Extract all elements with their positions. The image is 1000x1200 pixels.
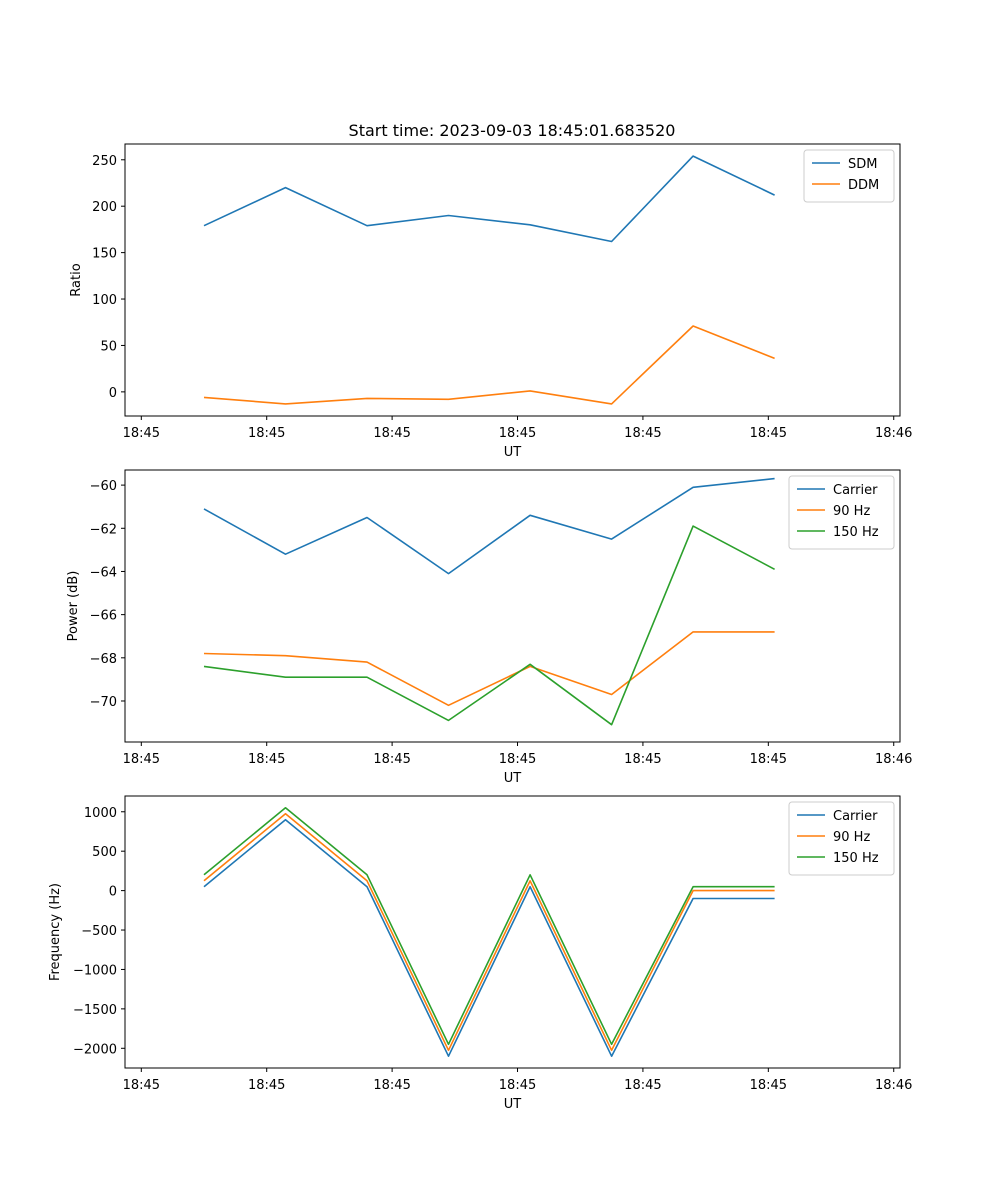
y-tick-label: 0 — [109, 885, 117, 900]
x-tick-label: 18:45 — [248, 426, 285, 441]
x-axis-label: UT — [504, 1097, 522, 1112]
y-tick-label: 200 — [92, 200, 117, 215]
y-tick-label: −60 — [90, 479, 117, 494]
x-axis-label: UT — [504, 771, 522, 786]
y-tick-label: 100 — [92, 293, 117, 308]
axes-frame — [124, 143, 901, 417]
y-axis-label: Ratio — [69, 263, 84, 296]
legend: SDM DDM — [803, 149, 895, 203]
legend: Carrier 90 Hz 150 Hz — [788, 475, 895, 550]
y-tick-label: −62 — [90, 522, 117, 537]
panel-3: 18:45 18:45 18:45 18:45 18:45 18:45 18:46 −2000… — [48, 795, 912, 1112]
x-tick-label: 18:45 — [499, 426, 536, 441]
panel-2: 18:45 18:45 18:45 18:45 18:45 18:45 18:46 −70 −6… — [66, 469, 912, 786]
legend-label: 150 Hz — [833, 525, 879, 540]
y-tick-label: 250 — [92, 154, 117, 169]
figure-title: Start time: 2023-09-03 18:45:01.683520 — [349, 121, 676, 140]
y-tick-label: −68 — [90, 652, 117, 667]
x-tick-label: 18:45 — [624, 1078, 661, 1093]
x-tick-label: 18:45 — [123, 426, 160, 441]
series-line-carrier — [203, 477, 775, 575]
legend-label: Carrier — [833, 809, 878, 824]
y-tick-label: −70 — [90, 695, 117, 710]
x-tick-label: 18:45 — [750, 1078, 787, 1093]
series-line-90-hz — [203, 812, 775, 1052]
x-tick-label: 18:45 — [499, 752, 536, 767]
legend-label: DDM — [848, 178, 879, 193]
x-tick-label: 18:45 — [373, 1078, 410, 1093]
legend-label: SDM — [848, 157, 877, 172]
x-axis-label: UT — [504, 445, 522, 460]
x-tick-label: 18:45 — [248, 752, 285, 767]
x-tick-label: 18:45 — [624, 752, 661, 767]
y-axis-label: Power (dB) — [66, 571, 81, 642]
x-tick-label: 18:45 — [248, 1078, 285, 1093]
y-tick-label: −500 — [81, 924, 117, 939]
series-line-150-hz — [203, 806, 775, 1046]
series-line-ddm — [203, 325, 775, 405]
x-tick-label: 18:46 — [875, 426, 912, 441]
y-tick-label: −1000 — [73, 963, 117, 978]
legend-label: 90 Hz — [833, 504, 870, 519]
x-tick-label: 18:45 — [123, 752, 160, 767]
y-tick-label: 0 — [109, 386, 117, 401]
legend-label: 90 Hz — [833, 830, 870, 845]
x-tick-label: 18:46 — [875, 1078, 912, 1093]
legend: Carrier 90 Hz 150 Hz — [788, 801, 895, 876]
panel-1: 18:45 18:45 18:45 18:45 18:45 18:45 18:46 0 50 10… — [69, 143, 912, 460]
x-tick-label: 18:45 — [373, 752, 410, 767]
y-tick-label: −66 — [90, 609, 117, 624]
axes-frame — [124, 469, 901, 743]
y-tick-label: −1500 — [73, 1003, 117, 1018]
y-tick-label: −64 — [90, 565, 117, 580]
legend-label: Carrier — [833, 483, 878, 498]
y-tick-label: −2000 — [73, 1042, 117, 1057]
x-tick-label: 18:45 — [123, 1078, 160, 1093]
x-tick-label: 18:46 — [875, 752, 912, 767]
y-tick-label: 50 — [100, 339, 117, 354]
x-tick-label: 18:45 — [750, 752, 787, 767]
x-tick-label: 18:45 — [624, 426, 661, 441]
x-tick-label: 18:45 — [373, 426, 410, 441]
axes-frame — [124, 795, 901, 1069]
series-line-carrier — [203, 818, 775, 1057]
legend-label: 150 Hz — [833, 851, 879, 866]
x-tick-label: 18:45 — [750, 426, 787, 441]
y-tick-label: 1000 — [84, 806, 117, 821]
y-axis-label: Frequency (Hz) — [48, 883, 63, 981]
y-tick-label: 500 — [92, 845, 117, 860]
series-line-150-hz — [203, 525, 775, 726]
series-line-sdm — [203, 155, 775, 243]
series-line-90-hz — [203, 631, 775, 707]
x-tick-label: 18:45 — [499, 1078, 536, 1093]
y-tick-label: 150 — [92, 247, 117, 262]
